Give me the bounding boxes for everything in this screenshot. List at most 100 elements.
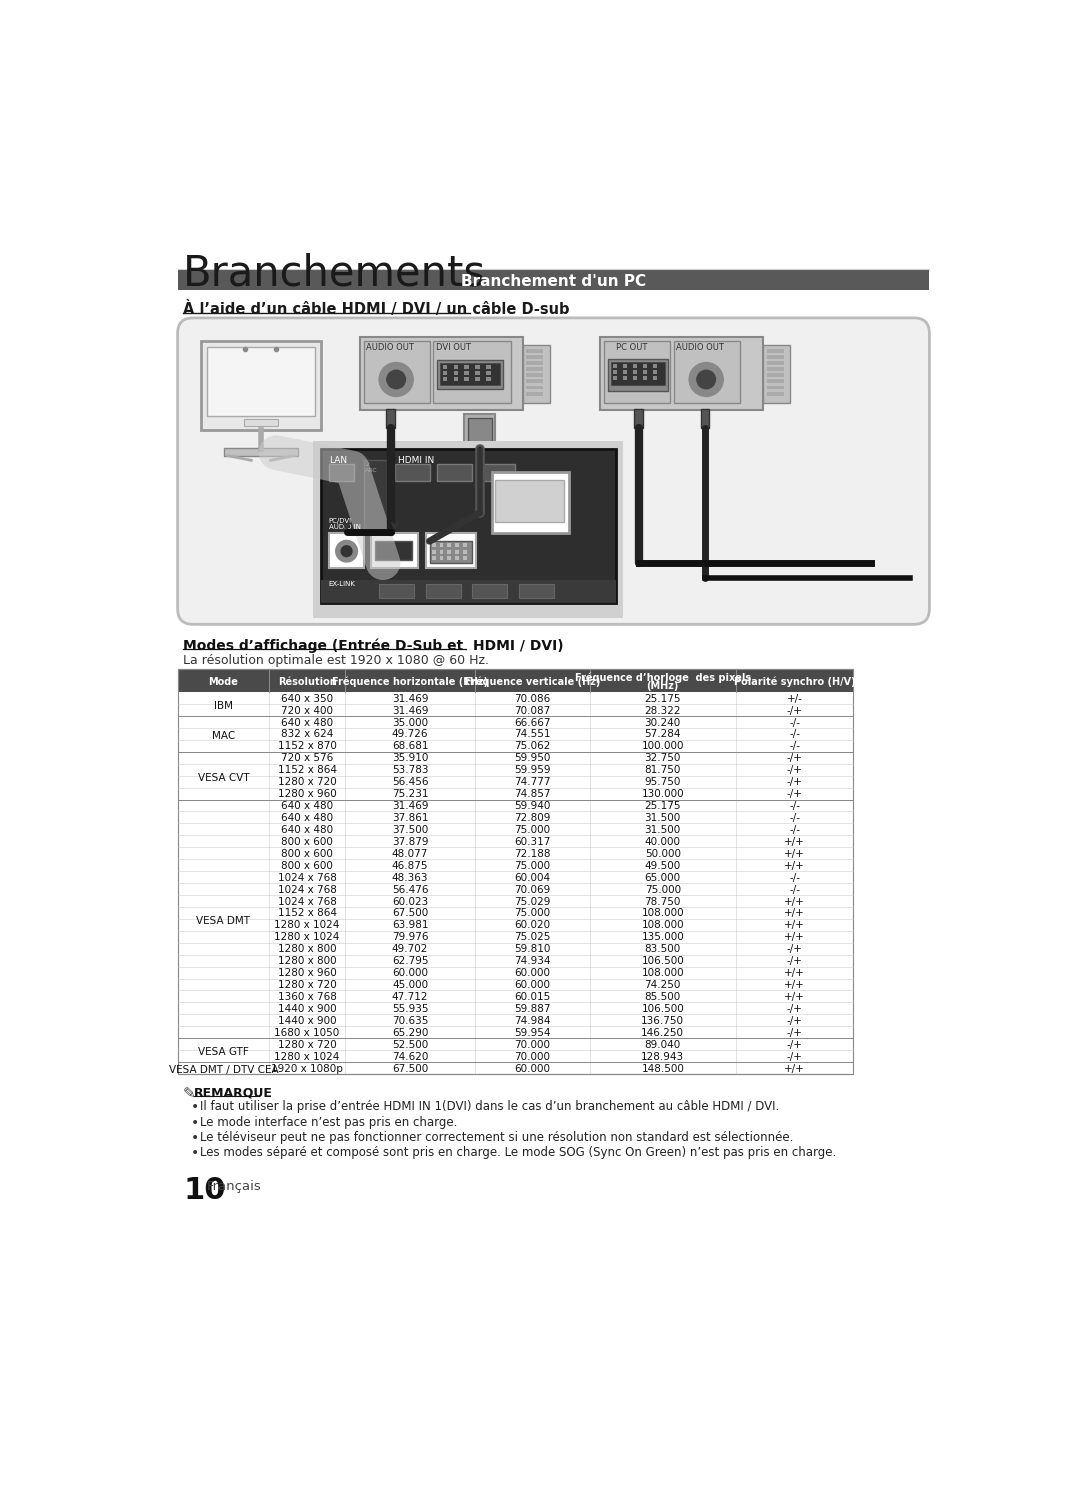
Text: 1024 x 768: 1024 x 768 <box>278 884 337 895</box>
Text: •: • <box>191 1116 199 1129</box>
Text: 35.000: 35.000 <box>392 717 428 728</box>
Text: 53.783: 53.783 <box>392 765 429 775</box>
Bar <box>653 376 658 381</box>
Bar <box>526 385 543 390</box>
Text: 136.750: 136.750 <box>642 1016 685 1026</box>
Text: •: • <box>191 1100 199 1115</box>
Text: 106.500: 106.500 <box>642 956 684 967</box>
Bar <box>177 931 853 943</box>
Bar <box>623 371 627 374</box>
Text: 800 x 600: 800 x 600 <box>281 849 333 859</box>
Bar <box>440 556 444 560</box>
Text: 75.231: 75.231 <box>392 789 429 799</box>
Text: 60.317: 60.317 <box>514 837 551 847</box>
Bar <box>767 374 784 376</box>
Bar <box>177 991 853 1002</box>
Text: -/-: -/- <box>789 825 800 835</box>
Bar <box>177 669 853 1074</box>
Text: 75.000: 75.000 <box>514 825 551 835</box>
Bar <box>177 847 853 859</box>
Text: VESA GTF: VESA GTF <box>198 1047 248 1058</box>
Circle shape <box>689 363 724 396</box>
Text: Branchement d'un PC: Branchement d'un PC <box>461 273 646 288</box>
Text: 28.322: 28.322 <box>645 705 681 716</box>
Text: -/+: -/+ <box>786 1016 802 1026</box>
Text: IBM: IBM <box>214 701 233 711</box>
Bar <box>440 550 444 553</box>
Bar <box>437 465 472 481</box>
Text: 59.950: 59.950 <box>514 753 551 763</box>
Text: 74.551: 74.551 <box>514 729 551 740</box>
Bar <box>177 979 853 991</box>
Bar <box>455 544 459 547</box>
Bar <box>177 955 853 967</box>
Text: 70.000: 70.000 <box>514 1052 551 1062</box>
Text: 1024 x 768: 1024 x 768 <box>278 872 337 883</box>
Text: 1280 x 720: 1280 x 720 <box>278 980 337 991</box>
Bar <box>611 362 665 385</box>
Bar <box>177 871 853 883</box>
Text: 128.943: 128.943 <box>642 1052 685 1062</box>
Bar <box>633 371 637 374</box>
Text: 1280 x 1024: 1280 x 1024 <box>274 1052 340 1062</box>
Text: 40.000: 40.000 <box>645 837 680 847</box>
Circle shape <box>341 545 352 557</box>
Text: 74.857: 74.857 <box>514 789 551 799</box>
Text: 25.175: 25.175 <box>645 693 681 704</box>
Text: VESA CVT: VESA CVT <box>198 772 249 783</box>
Text: 31.469: 31.469 <box>392 693 429 704</box>
Text: Le mode interface n’est pas pris en charge.: Le mode interface n’est pas pris en char… <box>200 1116 458 1128</box>
Text: PC/DVI: PC/DVI <box>328 518 352 524</box>
Text: -/+: -/+ <box>786 753 802 763</box>
Bar <box>608 359 669 391</box>
Bar <box>767 368 784 371</box>
Text: 146.250: 146.250 <box>642 1028 685 1038</box>
Bar <box>491 472 569 533</box>
Text: 59.959: 59.959 <box>514 765 551 775</box>
Text: 640 x 480: 640 x 480 <box>281 801 333 811</box>
Bar <box>426 533 476 568</box>
Text: 10: 10 <box>183 1176 226 1204</box>
Bar <box>177 895 853 907</box>
Text: 95.750: 95.750 <box>645 777 681 787</box>
Bar <box>464 371 469 375</box>
Text: VESA DMT: VESA DMT <box>197 916 251 926</box>
Text: +/+: +/+ <box>784 932 805 943</box>
Bar <box>432 544 435 547</box>
Bar <box>523 345 550 402</box>
Text: +/+: +/+ <box>784 968 805 979</box>
Text: 67.500: 67.500 <box>392 908 429 919</box>
Bar <box>613 365 617 368</box>
Text: 1280 x 960: 1280 x 960 <box>278 968 337 979</box>
Text: 135.000: 135.000 <box>642 932 684 943</box>
Bar <box>432 556 435 560</box>
Bar <box>472 584 507 598</box>
Text: 45.000: 45.000 <box>392 980 428 991</box>
Bar <box>177 704 853 716</box>
Bar <box>623 376 627 381</box>
Text: 75.029: 75.029 <box>514 896 551 907</box>
Text: 640 x 350: 640 x 350 <box>281 693 333 704</box>
Text: +/+: +/+ <box>784 896 805 907</box>
Text: 1280 x 1024: 1280 x 1024 <box>274 932 340 943</box>
Bar <box>177 883 853 895</box>
Text: 32.750: 32.750 <box>645 753 681 763</box>
Bar <box>437 360 503 390</box>
Text: (MHz): (MHz) <box>647 681 679 692</box>
Bar <box>469 418 491 442</box>
Bar <box>177 751 853 763</box>
Text: 75.000: 75.000 <box>514 861 551 871</box>
Bar <box>526 391 543 396</box>
Bar <box>644 376 647 381</box>
Text: 832 x 624: 832 x 624 <box>281 729 334 740</box>
Bar <box>177 1038 853 1050</box>
Text: 108.000: 108.000 <box>642 968 684 979</box>
Bar <box>463 544 467 547</box>
Bar <box>633 376 637 381</box>
Text: 75.000: 75.000 <box>514 908 551 919</box>
Text: 60.023: 60.023 <box>392 896 429 907</box>
Text: 37.500: 37.500 <box>392 825 429 835</box>
Bar <box>243 418 279 426</box>
Text: Il faut utiliser la prise d’entrée HDMI IN 1(DVI) dans le cas d’un branchement a: Il faut utiliser la prise d’entrée HDMI … <box>200 1100 780 1113</box>
Bar <box>464 414 496 448</box>
